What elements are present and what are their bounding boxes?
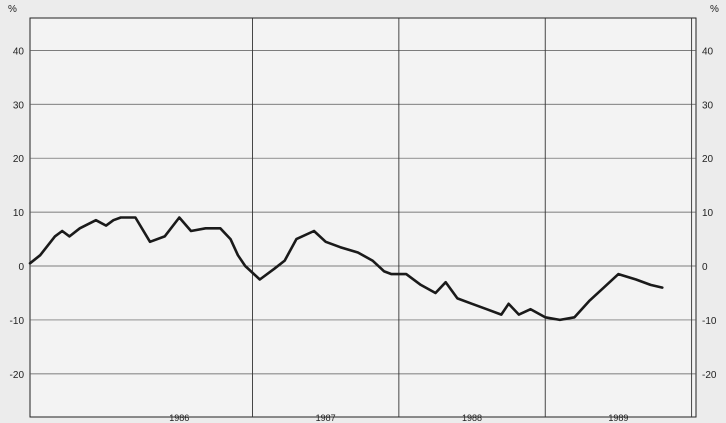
y-tick-label-right: 0 [702, 262, 708, 273]
grid-lines [30, 50, 696, 375]
unit-label-left: % [8, 4, 17, 15]
y-tick-label-right: 10 [702, 208, 714, 219]
y-tick-label-right: 40 [702, 46, 714, 57]
x-axis-years: 1986 1987 1988 1989 [169, 413, 628, 423]
y-tick-label-left: 20 [13, 154, 25, 165]
year-divider-lines [252, 18, 693, 417]
y-tick-label-right: 30 [702, 100, 714, 111]
y-axis-right: 40 30 20 10 0 -10 -20 [702, 46, 717, 381]
y-tick-label-left: -20 [10, 370, 25, 381]
x-tick-label-year: 1987 [316, 413, 336, 423]
y-tick-label-right: -10 [702, 316, 717, 327]
plot-area [29, 17, 697, 418]
unit-label-right: % [710, 4, 719, 15]
x-tick-label-year: 1986 [169, 413, 189, 423]
y-tick-label-left: 30 [13, 100, 25, 111]
y-tick-label-right: -20 [702, 370, 717, 381]
x-tick-label-year: 1989 [608, 413, 628, 423]
y-tick-label-left: -10 [10, 316, 25, 327]
y-axis-left: 40 30 20 10 0 -10 -20 [10, 46, 25, 381]
y-tick-label-right: 20 [702, 154, 714, 165]
x-tick-label-year: 1988 [462, 413, 482, 423]
series-line [28, 216, 664, 322]
y-tick-label-left: 10 [13, 208, 25, 219]
y-tick-label-left: 0 [18, 262, 24, 273]
series-layer [28, 216, 664, 322]
y-tick-label-left: 40 [13, 46, 25, 57]
